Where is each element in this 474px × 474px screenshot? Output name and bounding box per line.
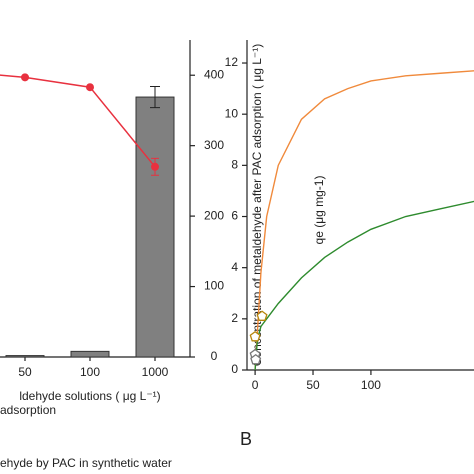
x-tick-label: 1000	[142, 365, 169, 379]
bar	[70, 350, 110, 358]
point	[21, 73, 29, 82]
y-axis-label: qe (μg mg-1)	[312, 176, 326, 245]
y-tick-label: 8	[231, 158, 238, 172]
legend-entry: adsorption	[0, 403, 56, 417]
x-tick-label: 0	[252, 378, 259, 392]
y-tick-label: 2	[231, 311, 238, 325]
x-tick-label: 50	[18, 365, 32, 379]
y-tick-label: 6	[231, 209, 238, 223]
bar	[5, 355, 45, 358]
x-axis-label: ldehyde solutions ( μg L⁻¹)	[19, 389, 160, 403]
x-tick-label: 100	[361, 378, 381, 392]
y2-tick-label: 0	[211, 349, 218, 363]
y2-tick-label: 200	[204, 208, 224, 222]
y2-tick-label: 100	[204, 279, 224, 293]
curve	[254, 200, 474, 371]
point	[151, 162, 159, 171]
panel-label: B	[240, 429, 252, 449]
bar	[135, 96, 175, 358]
point	[256, 310, 268, 321]
x-tick-label: 50	[306, 378, 320, 392]
y-tick-label: 0	[231, 362, 238, 376]
x-tick-label: 100	[80, 365, 100, 379]
y-tick-label: 10	[225, 106, 239, 120]
legend-entry: ehyde by PAC in synthetic water	[0, 456, 172, 470]
y-tick-label: 4	[231, 260, 238, 274]
curve	[254, 70, 474, 371]
line	[0, 74, 156, 168]
point	[86, 83, 94, 92]
y2-tick-label: 400	[204, 67, 224, 81]
y2-tick-label: 300	[204, 138, 224, 152]
point	[249, 330, 261, 342]
y-tick-label: 12	[225, 55, 239, 69]
point	[250, 353, 262, 365]
